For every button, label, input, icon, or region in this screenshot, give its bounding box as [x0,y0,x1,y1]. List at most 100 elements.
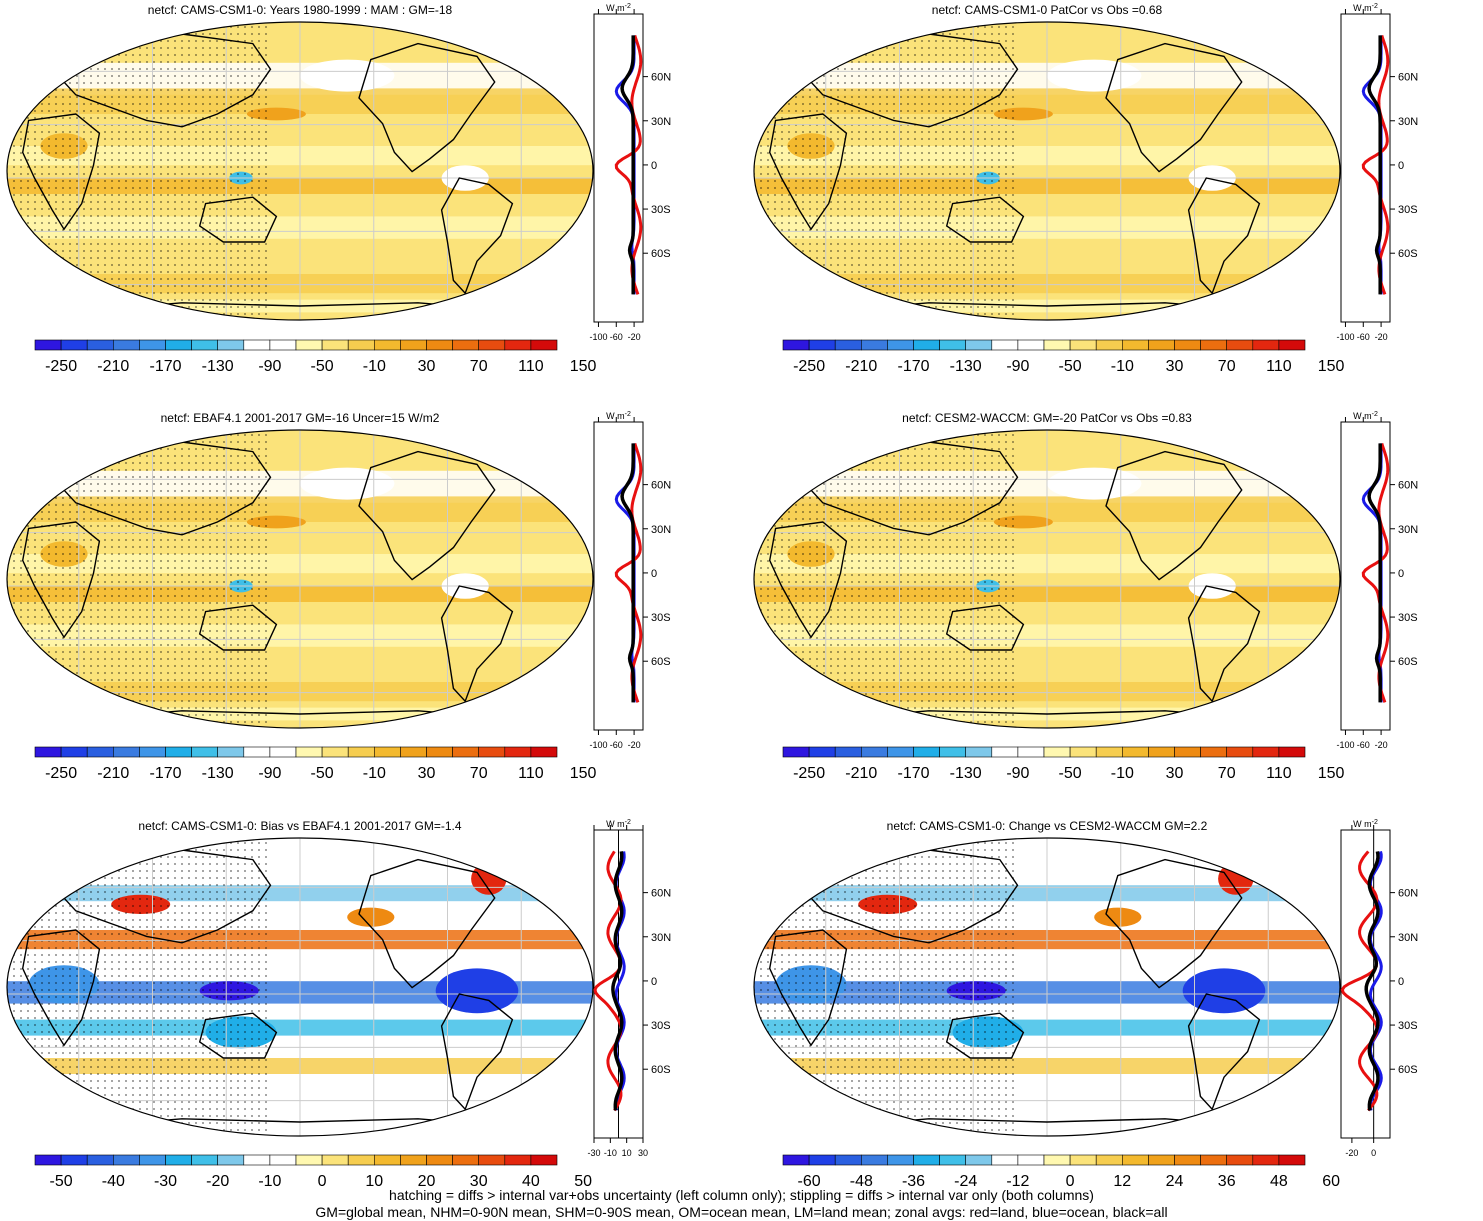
colorbar-swatch [269,1154,297,1166]
colorbar-swatch [782,746,810,758]
panel-title: netcf: EBAF4.1 2001-2017 GM=-16 Uncer=15… [160,411,440,425]
colorbar-swatch [913,339,940,351]
colorbar-swatch [269,746,297,758]
colorbar-label: -170 [149,358,181,375]
colorbar-swatch [1148,746,1175,758]
panel-title: netcf: CAMS-CSM1-0: Years 1980-1999 : MA… [147,3,453,17]
colorbar-label: -130 [202,358,234,375]
colorbar-swatch [530,339,558,351]
all-zonal-line [620,443,635,703]
colorbar-swatch [1278,1154,1306,1166]
colorbar-swatch [86,746,114,758]
world-map [6,429,594,729]
colorbar-label: -130 [950,358,982,375]
colorbar-swatch [965,746,993,758]
colorbar-swatch [861,339,888,351]
colorbar-swatch [1121,746,1149,758]
x-tick-label: 10 [622,1148,632,1158]
colorbar-swatch [1017,339,1045,351]
lat-tick-label: 60S [651,1064,671,1076]
lat-tick-label: 30S [651,204,671,216]
coastline-australia [945,1012,1025,1059]
all-zonal-line [620,35,635,295]
colorbar-label: -60 [798,1173,821,1190]
colorbar-swatch [782,1154,810,1166]
panel-title: netcf: CAMS-CSM1-0 PatCor vs Obs =0.68 [931,3,1163,17]
colorbar-label: 20 [418,1173,436,1190]
lat-tick-label: 60S [1398,656,1418,668]
colorbar-swatch [1278,339,1306,351]
unit-label: W m-2 [1353,819,1378,829]
lat-tick-label: 60S [1398,248,1418,260]
x-tick-label: -20 [1375,740,1388,750]
lat-tick-label: 60S [651,248,671,260]
colorbar-swatch [1200,339,1228,351]
colorbar-label: -50 [1059,765,1082,782]
x-tick-label: -60 [610,740,623,750]
colorbar-swatch [347,1154,375,1166]
world-map [753,429,1341,729]
lat-tick-label: 0 [1398,568,1404,580]
colorbar-label: -170 [897,358,929,375]
colorbar: -50 -40 -30 -20 -10 0 10 20 30 40 50 [34,1154,592,1190]
colorbar-swatch [530,1154,558,1166]
colorbar-label: 110 [518,765,544,782]
colorbar-swatch [347,339,375,351]
colorbar-swatch [321,1154,349,1166]
colorbar-label: -10 [258,1173,281,1190]
colorbar-swatch [1069,339,1097,351]
lat-tick-label: 60N [1398,480,1418,492]
colorbar-label: 70 [1218,358,1236,375]
colorbar-swatch [478,746,506,758]
colorbar-swatch [217,339,245,351]
colorbar-swatch [113,339,140,351]
lat-tick-label: 30S [651,1020,671,1032]
colorbar-swatch [861,1154,888,1166]
colorbar-label: 50 [574,1173,592,1190]
colorbar-label: 30 [470,1173,488,1190]
colorbar-label: -90 [258,358,281,375]
colorbar-swatch [1174,339,1201,351]
colorbar-swatch [165,1154,192,1166]
colorbar-label: -210 [97,358,129,375]
zonal-mean-plot: W m-2 60N 30N 0 30S 60S -100 -60 -20 [589,3,671,342]
colorbar-swatch [426,339,453,351]
colorbar-swatch [113,746,140,758]
colorbar-swatch [243,1154,271,1166]
colorbar-label: -30 [154,1173,177,1190]
colorbar-label: -250 [45,765,77,782]
x-tick-label: -100 [589,332,607,342]
colorbar-swatch [1069,1154,1097,1166]
colorbar-swatch [243,339,271,351]
coastline-africa [768,929,848,1047]
x-tick-label: -20 [1345,1148,1358,1158]
lat-tick-label: 30S [1398,204,1418,216]
map-border [6,21,594,321]
colorbar-label: 0 [318,1173,327,1190]
land-zonal-line [1361,442,1390,703]
colorbar-swatch [373,746,401,758]
colorbar: -250 -210 -170 -130 -90 -50 -10 30 70 110 150 [34,339,597,375]
colorbar-swatch [939,746,967,758]
colorbar-label: 70 [1218,765,1236,782]
colorbar-label: -10 [1111,358,1134,375]
lat-tick-label: 0 [651,160,657,172]
lat-tick-label: 0 [1398,160,1404,172]
colorbar-swatch [965,1154,993,1166]
colorbar-label: -50 [1059,358,1082,375]
world-map [753,21,1341,321]
colorbar-swatch [1017,746,1045,758]
lat-tick-label: 30N [1398,524,1418,536]
colorbar-swatch [426,1154,453,1166]
colorbar-label: -10 [363,765,386,782]
colorbar-swatch [991,1154,1019,1166]
colorbar-swatch [478,1154,506,1166]
x-tick-label: 30 [638,1148,648,1158]
colorbar-label: -170 [149,765,181,782]
world-map [753,837,1341,1137]
x-tick-label: -60 [1357,740,1370,750]
colorbar-label: -90 [1006,765,1029,782]
lat-tick-label: 30N [1398,932,1418,944]
colorbar-swatch [191,746,219,758]
footer-line-2: GM=global mean, NHM=0-90N mean, SHM=0-90… [315,1204,1168,1220]
